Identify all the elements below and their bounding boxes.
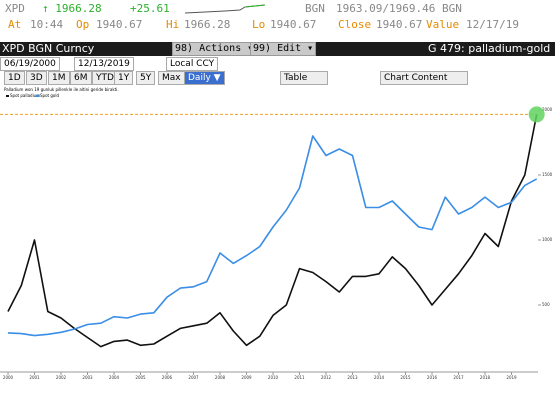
end-date[interactable]: 12/13/2019 (74, 57, 134, 71)
value: 1940.67 (96, 18, 143, 31)
table-button[interactable]: Table (280, 71, 328, 85)
label: Value (426, 18, 460, 31)
value: 12/17/19 (466, 18, 519, 31)
period-row: Daily ▼ Table Chart Content 1D 3D 1M 6M YTD 1… (0, 71, 555, 85)
x-tick-label: 2014 (374, 375, 385, 380)
label: At (8, 18, 22, 31)
edit-button[interactable]: 99) Edit ▾ (250, 42, 317, 56)
page-name: G 479: palladium-gold (428, 42, 551, 55)
x-tick-label: 2007 (188, 375, 199, 380)
legend-label: Spot palladium (10, 93, 40, 98)
change: +25.61 (130, 2, 170, 15)
value: 1966.28 (184, 18, 231, 31)
x-tick-label: 2016 (427, 375, 438, 380)
ticker: XPD (5, 2, 25, 15)
last-price: ↑ 1966.28 (42, 2, 102, 15)
source: BGN (442, 2, 462, 15)
period-button[interactable]: Max (158, 71, 185, 85)
last-price-marker (528, 106, 545, 123)
label: Hi (166, 18, 180, 31)
legend-swatch (6, 95, 9, 97)
label: Close (338, 18, 372, 31)
legend-label: Spot gold (40, 93, 59, 98)
quote-line: XPD ↑ 1966.28 +25.61 BGN 1963.09/1969.46… (0, 2, 555, 16)
y-tick-label: 2000 (542, 107, 553, 112)
chart: Palladium won 19 gunluk pillenkle ile al… (0, 87, 553, 380)
x-tick-label: 2017 (453, 375, 464, 380)
period-button[interactable]: 3D (26, 71, 47, 85)
frequency[interactable]: Daily ▼ (184, 71, 225, 85)
value: 1940.67 (270, 18, 317, 31)
data-line (7, 135, 538, 337)
chart-subtitle: Palladium won 19 gunluk pillenkle ile al… (4, 87, 119, 92)
stats-line: At 10:44 Op 1940.67 Hi 1966.28 Lo 1940.6… (0, 18, 555, 32)
x-tick-label: 2004 (109, 375, 120, 380)
sparkline (185, 4, 265, 14)
x-tick-label: 2011 (294, 375, 305, 380)
period-button[interactable]: 6M (70, 71, 92, 85)
label: Op (76, 18, 90, 31)
x-tick-label: 2002 (56, 375, 67, 380)
security: XPD BGN Curncy (2, 42, 95, 55)
x-tick-label: 2015 (400, 375, 411, 380)
y-tick-label: 1500 (542, 172, 553, 177)
x-tick-label: 2000 (3, 375, 14, 380)
security-bar: XPD BGN Curncy 98) Actions ▾ 99) Edit ▾ … (0, 42, 555, 56)
x-tick-label: 2010 (268, 375, 279, 380)
actions-button[interactable]: 98) Actions ▾ (172, 42, 257, 56)
date-row: 06/19/2000 12/13/2019 Local CCY (0, 57, 555, 71)
x-tick-label: 2013 (347, 375, 358, 380)
legend-swatch (36, 95, 39, 97)
x-tick-label: 2018 (480, 375, 491, 380)
x-tick-label: 2009 (241, 375, 252, 380)
data-line (7, 114, 538, 348)
x-tick-label: 2012 (321, 375, 332, 380)
chart-content-button[interactable]: Chart Content (380, 71, 468, 85)
x-tick-label: 2005 (135, 375, 146, 380)
x-tick-label: 2001 (29, 375, 40, 380)
y-tick-label: 1000 (542, 237, 553, 242)
x-tick-label: 2019 (506, 375, 517, 380)
period-button[interactable]: 1Y (114, 71, 134, 85)
value: 1940.67 (376, 18, 423, 31)
y-tick-label: 500 (542, 302, 550, 307)
label: Lo (252, 18, 266, 31)
period-button[interactable]: 5Y (136, 71, 156, 85)
start-date[interactable]: 06/19/2000 (0, 57, 60, 71)
currency[interactable]: Local CCY (166, 57, 219, 71)
value: 10:44 (30, 18, 64, 31)
x-tick-label: 2006 (162, 375, 173, 380)
bid-ask: 1963.09/1969.46 (336, 2, 436, 15)
source: BGN (305, 2, 325, 15)
x-tick-label: 2008 (215, 375, 226, 380)
x-tick-label: 2003 (82, 375, 93, 380)
period-button[interactable]: 1M (48, 71, 70, 85)
period-button[interactable]: 1D (4, 71, 25, 85)
